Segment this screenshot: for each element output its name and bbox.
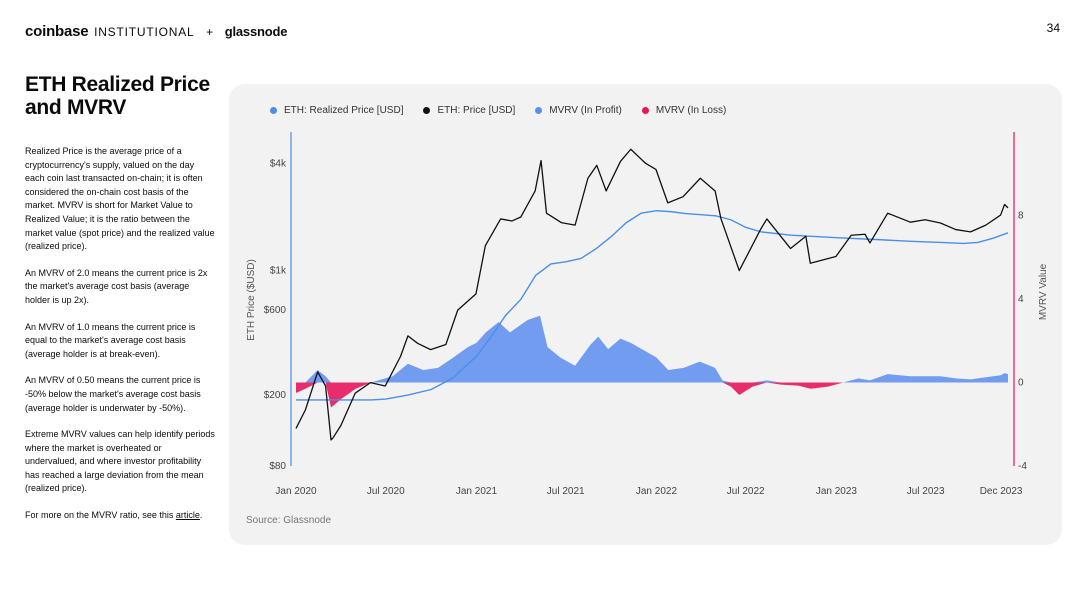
realized-price-line xyxy=(296,209,1009,401)
legend-dot-icon xyxy=(423,107,431,114)
x-tick-label: Jul 2023 xyxy=(907,486,945,497)
footer-note: For more on the MVRV ratio, see this art… xyxy=(25,509,215,523)
legend-dot-icon xyxy=(535,107,543,114)
paragraph: An MVRV of 2.0 means the current price i… xyxy=(25,267,208,305)
price-line xyxy=(295,148,1009,441)
x-tick-label: Jul 2020 xyxy=(367,486,405,497)
y-left-tick-label: $4k xyxy=(270,158,287,169)
description: Realized Price is the average price of a… xyxy=(25,145,215,536)
y-right-tick-label: 4 xyxy=(1018,294,1024,305)
y-left-tick-label: $80 xyxy=(269,461,286,472)
y-left-tick-label: $200 xyxy=(264,390,287,401)
y-left-tick-label: $1k xyxy=(270,266,287,277)
x-tick-label: Jan 2022 xyxy=(636,486,678,497)
x-tick-label: Jan 2023 xyxy=(816,486,858,497)
legend-label: MVRV (In Loss) xyxy=(655,105,727,116)
page-title: ETH Realized Price and MVRV xyxy=(25,73,210,119)
paragraph: Extreme MVRV values can help identify pe… xyxy=(25,429,215,494)
x-tick-label: Jul 2022 xyxy=(727,486,765,497)
mvrv-loss-area xyxy=(296,382,1008,408)
brand-logo: coinbase INSTITUTIONAL + glassnode xyxy=(25,23,287,40)
legend-item-realized[interactable]: ETH: Realized Price [USD] xyxy=(270,105,403,116)
brand-secondary: INSTITUTIONAL xyxy=(94,25,195,39)
x-tick-label: Dec 2023 xyxy=(980,486,1023,497)
partner-logo: glassnode xyxy=(224,24,288,39)
legend-dot-icon xyxy=(641,107,649,114)
legend-item-mvrv-profit[interactable]: MVRV (In Profit) xyxy=(535,105,622,116)
legend-dot-icon xyxy=(270,107,277,114)
y-right-axis-label: MVRV Value xyxy=(1038,263,1049,320)
chart-panel xyxy=(229,84,1062,545)
chart-legend: ETH: Realized Price [USD] ETH: Price [US… xyxy=(270,105,726,116)
brand-primary: coinbase xyxy=(25,23,89,40)
legend-item-mvrv-loss[interactable]: MVRV (In Loss) xyxy=(641,105,727,116)
y-right-tick-label: -4 xyxy=(1018,461,1027,472)
paragraph: An MVRV of 0.50 means the current price … xyxy=(25,375,201,413)
page-number: 34 xyxy=(1046,21,1060,35)
brand-separator: + xyxy=(206,25,214,39)
y-right-tick-label: 0 xyxy=(1018,378,1024,389)
y-right-tick-label: 8 xyxy=(1018,211,1024,222)
footer-suffix: . xyxy=(199,510,203,521)
mvrv-profit-area xyxy=(296,315,1008,383)
paragraph: An MVRV of 1.0 means the current price i… xyxy=(25,321,196,359)
legend-label: ETH: Price [USD] xyxy=(437,105,516,116)
article-link[interactable]: article xyxy=(175,510,200,521)
legend-label: MVRV (In Profit) xyxy=(549,105,622,116)
x-tick-label: Jul 2021 xyxy=(547,486,585,497)
chart-source: Source: Glassnode xyxy=(246,515,332,526)
x-tick-label: Jan 2021 xyxy=(456,486,498,497)
paragraph: Realized Price is the average price of a… xyxy=(25,146,215,252)
y-left-axis-label: ETH Price ($USD) xyxy=(246,259,257,341)
legend-label: ETH: Realized Price [USD] xyxy=(284,105,404,116)
y-left-tick-label: $600 xyxy=(264,305,287,316)
legend-item-price[interactable]: ETH: Price [USD] xyxy=(423,105,515,116)
footer-prefix: For more on the MVRV ratio, see this xyxy=(25,510,176,521)
x-tick-label: Jan 2020 xyxy=(275,486,317,497)
